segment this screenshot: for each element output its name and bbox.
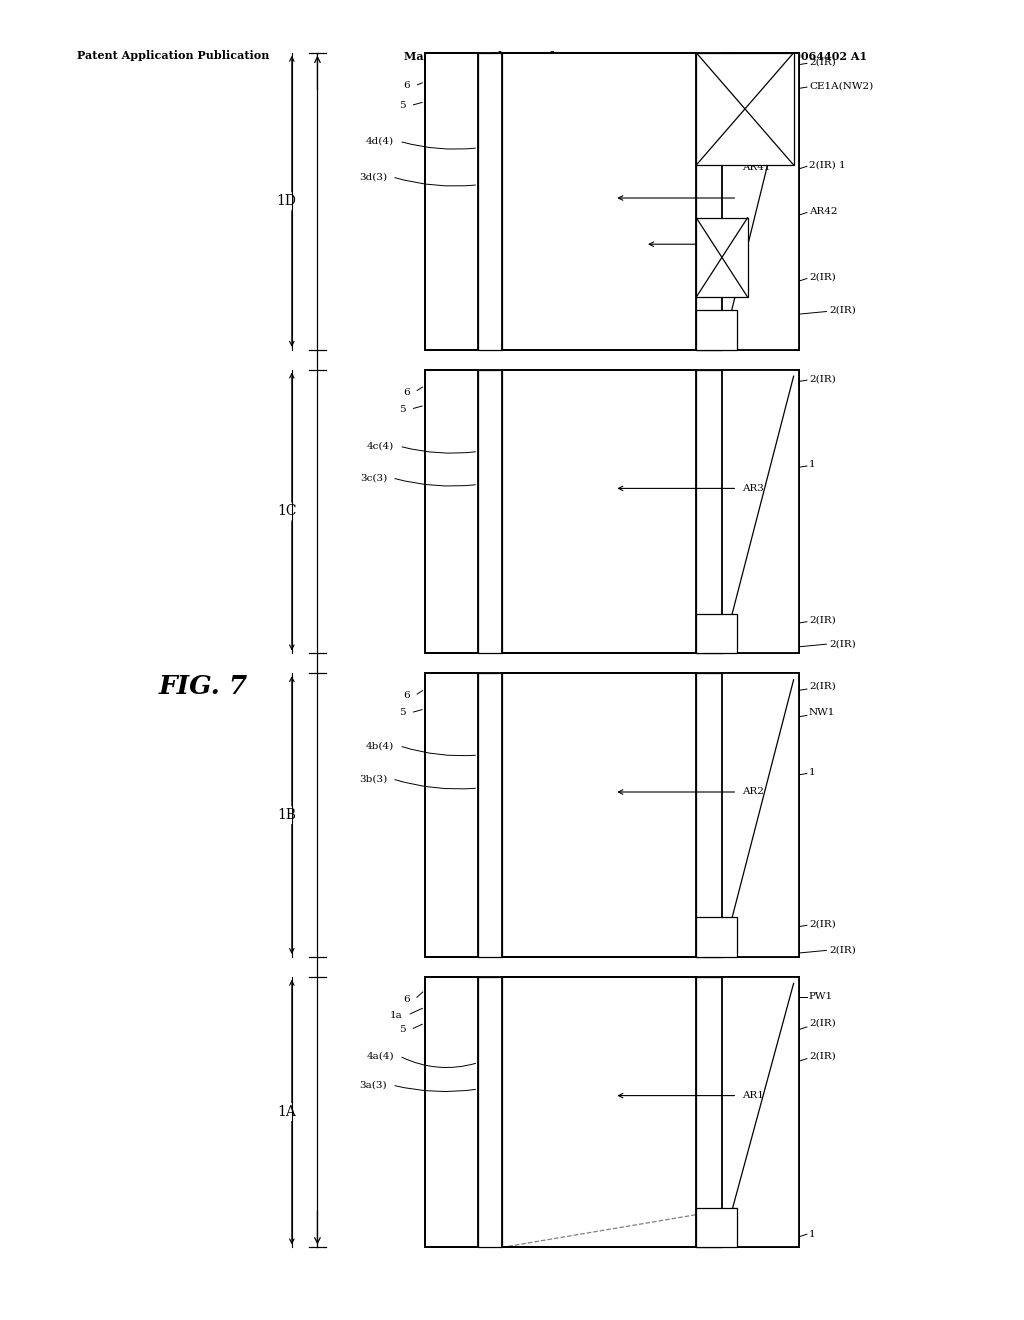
Text: FIG. 7: FIG. 7 [159,675,248,698]
Text: AR2: AR2 [742,788,764,796]
Text: 2(IR): 2(IR) [809,375,836,383]
Bar [696,218,748,297]
Bar [696,977,722,1247]
Bar [425,673,799,957]
Bar [425,53,799,350]
Text: 5: 5 [399,102,406,110]
Bar [425,370,478,653]
Bar [696,53,794,165]
Bar [425,977,478,1247]
Bar [425,673,478,957]
Bar [696,53,722,350]
Text: 3b(3): 3b(3) [358,775,387,783]
Text: 5: 5 [399,1026,406,1034]
Text: 2(IR): 2(IR) [829,640,856,648]
Text: CE1A(NW2): CE1A(NW2) [809,82,873,90]
Bar [478,370,502,653]
Text: 3a(3): 3a(3) [359,1081,387,1089]
Bar [425,673,478,957]
Text: 1: 1 [809,768,815,776]
Text: 4a(4): 4a(4) [367,1052,394,1060]
Text: 2(IR) 1: 2(IR) 1 [809,161,846,169]
Bar [722,673,799,957]
Text: 2(IR): 2(IR) [829,306,856,314]
Bar [502,673,696,957]
Text: 3c(3): 3c(3) [359,474,387,482]
Bar [696,310,737,350]
Bar [425,977,799,1247]
Text: PW1: PW1 [809,993,834,1001]
Text: 4b(4): 4b(4) [366,742,394,750]
Text: 1C: 1C [276,504,297,519]
Bar [425,977,478,1247]
Text: 4d(4): 4d(4) [367,137,394,145]
Bar [502,370,696,653]
Text: Mar. 3, 2016  Sheet 7 of 35: Mar. 3, 2016 Sheet 7 of 35 [404,50,573,61]
Text: 1B: 1B [278,808,296,822]
Text: 2(IR): 2(IR) [829,946,856,954]
Text: 5: 5 [399,709,406,717]
Text: 6: 6 [403,692,410,700]
Text: 2(IR): 2(IR) [809,1019,836,1027]
Bar [696,614,737,653]
Text: 1A: 1A [278,1105,296,1119]
Text: 1D: 1D [276,194,297,209]
Text: NW1: NW1 [809,709,836,717]
Text: 2(IR): 2(IR) [809,1052,836,1060]
Text: AR1: AR1 [742,1092,764,1100]
Text: 2(IR): 2(IR) [809,58,836,66]
Bar [425,370,478,653]
Text: 6: 6 [403,388,410,396]
Bar [502,673,696,957]
Text: 5: 5 [399,405,406,413]
Bar [502,977,696,1247]
Text: 4c(4): 4c(4) [367,442,394,450]
Text: AR3: AR3 [742,484,764,492]
Bar [696,673,722,957]
Bar [478,673,502,957]
Text: Patent Application Publication: Patent Application Publication [77,50,269,61]
Bar [502,53,696,350]
Bar [502,370,696,653]
Bar [722,53,799,350]
Text: 2(IR): 2(IR) [809,920,836,928]
Text: 2(IR): 2(IR) [809,616,836,624]
Bar [502,977,696,1247]
Bar [696,370,722,653]
Bar [478,53,502,350]
Bar [425,370,799,653]
Text: 1a: 1a [390,1011,402,1019]
Bar [425,53,478,350]
Text: AR42: AR42 [809,207,838,215]
Bar [696,1208,737,1247]
Bar [478,977,502,1247]
Text: US 2016/0064402 A1: US 2016/0064402 A1 [737,50,867,61]
Bar [425,53,478,350]
Text: 1: 1 [809,1230,815,1238]
Text: 2(IR): 2(IR) [809,273,836,281]
Bar [722,977,799,1247]
Text: 1: 1 [809,461,815,469]
Bar [696,917,737,957]
Bar [502,53,696,350]
Text: 6: 6 [403,82,410,90]
Text: 3d(3): 3d(3) [359,173,387,181]
Text: 6: 6 [403,995,410,1003]
Bar [722,370,799,653]
Text: 2(IR): 2(IR) [809,682,836,690]
Text: AR41: AR41 [742,164,771,172]
